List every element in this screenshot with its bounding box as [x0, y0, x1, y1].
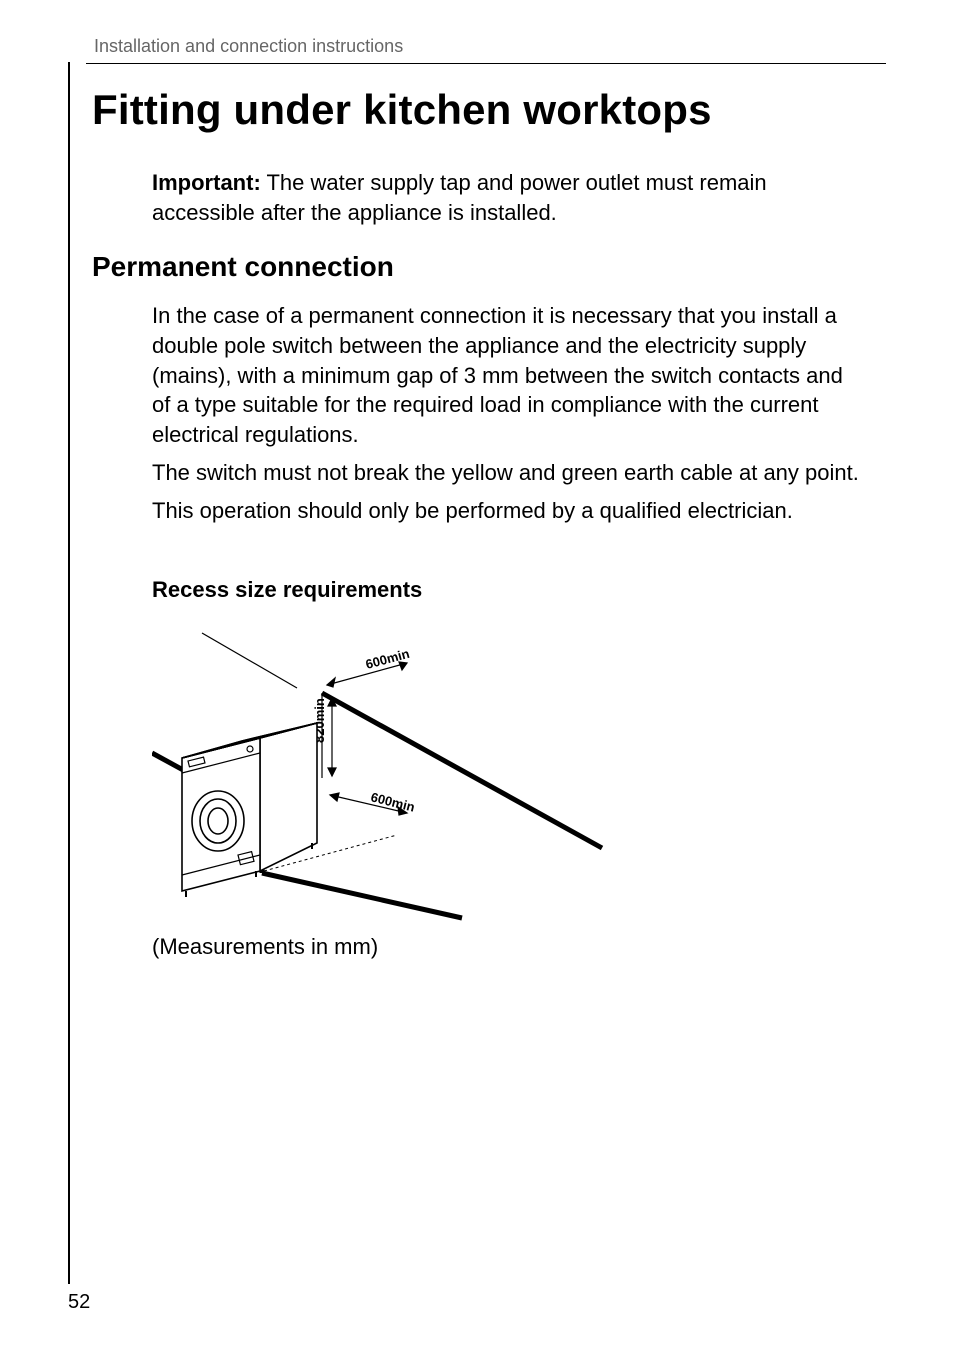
dim-depth-label: 600min — [369, 790, 416, 815]
header-rule — [86, 63, 886, 64]
diagram-caption: (Measurements in mm) — [152, 934, 882, 960]
body-paragraph-2: The switch must not break the yellow and… — [152, 458, 864, 488]
important-label: Important: — [152, 170, 261, 195]
running-head: Installation and connection instructions — [86, 36, 886, 57]
subsection-heading: Recess size requirements — [152, 577, 882, 603]
body-paragraph-3: This operation should only be performed … — [152, 496, 864, 526]
body-paragraph-1: In the case of a permanent connection it… — [152, 301, 864, 449]
important-note: Important: The water supply tap and powe… — [152, 168, 864, 227]
recess-diagram: 600min 820min 600min — [152, 623, 882, 928]
section-heading: Permanent connection — [92, 251, 882, 283]
page-title: Fitting under kitchen worktops — [92, 86, 882, 134]
margin-rule — [68, 62, 70, 1284]
page-number: 52 — [68, 1291, 90, 1314]
